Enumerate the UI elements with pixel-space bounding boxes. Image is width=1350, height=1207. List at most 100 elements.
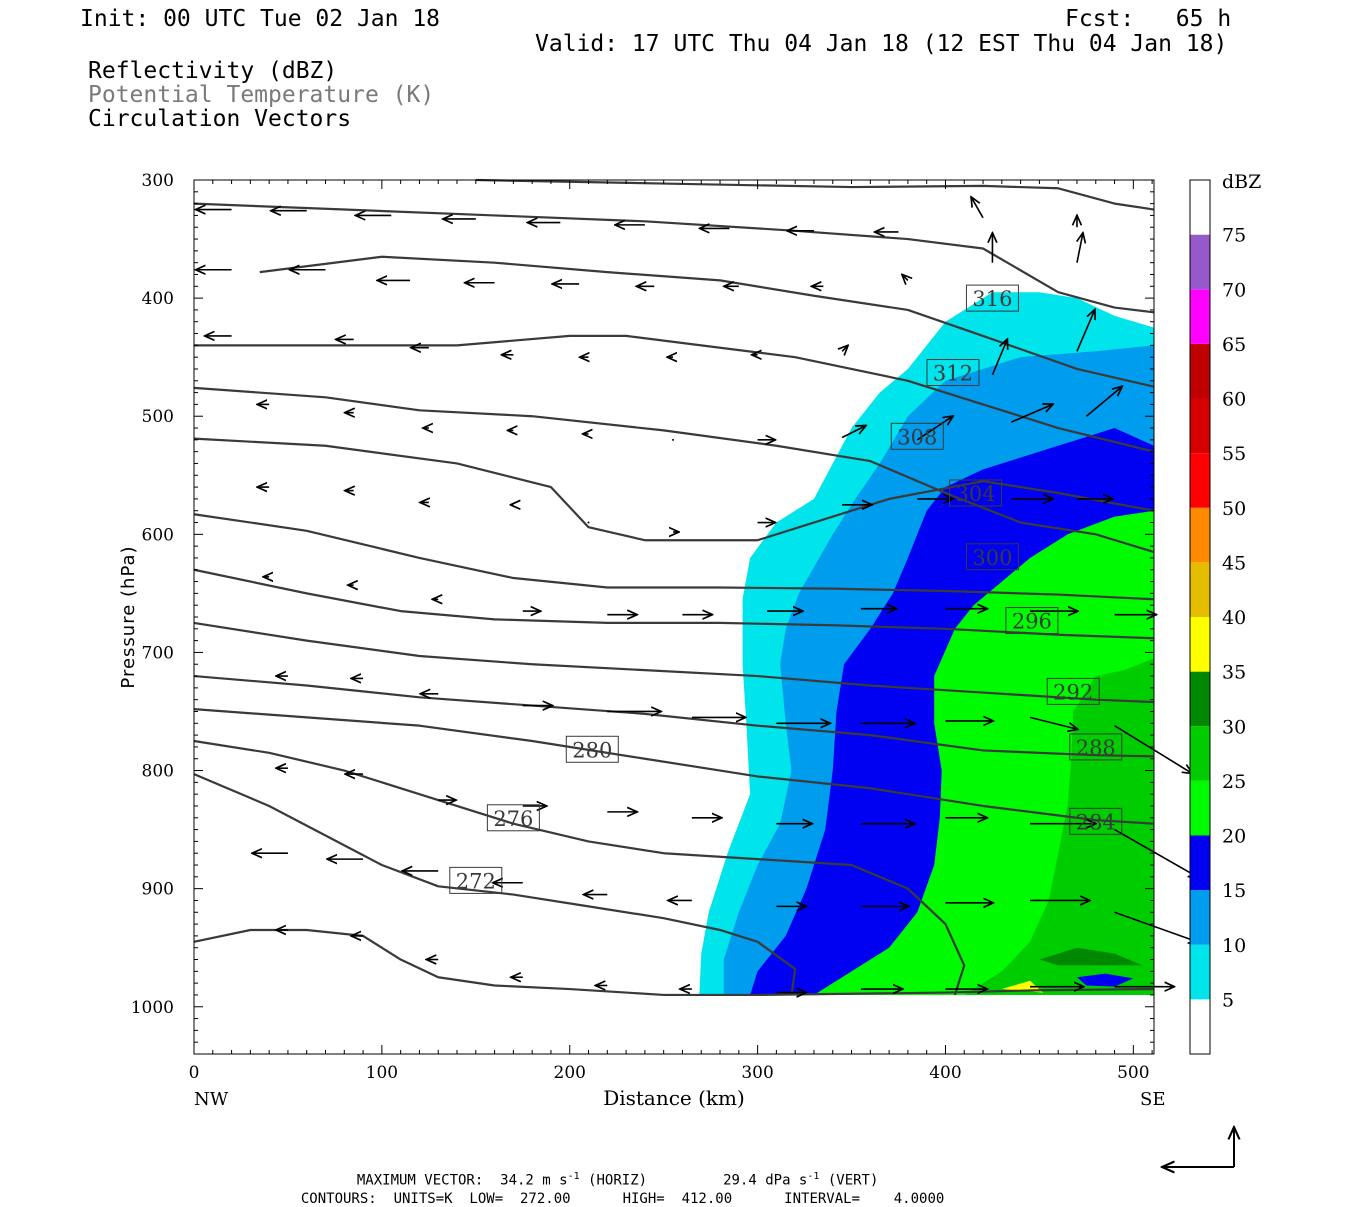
- colorbar-tick-label: 15: [1222, 880, 1246, 902]
- circulation-vector: [1010, 404, 1053, 423]
- theta-label-276: 276: [486, 804, 540, 832]
- theta-contour-labels: 272 276 280 284 288 292 296 300 304 308 312 316: [449, 284, 1123, 894]
- colorbar-swatch: [1190, 562, 1210, 617]
- circulation-vector: [1114, 828, 1199, 878]
- axis-ticks: 300 400 500 600 700 800 900 1000 0 100 200 300 400 50…: [131, 171, 1154, 1083]
- theta-label-text: 284: [1076, 810, 1116, 834]
- circulation-vector: [971, 197, 984, 219]
- colorbar-tick-label: 50: [1222, 498, 1246, 520]
- max-vector-horiz-text: MAXIMUM VECTOR: 34.2 m s: [356, 1172, 568, 1189]
- theta-contour-296: [193, 568, 1155, 640]
- theta-label-text: 276: [493, 807, 533, 831]
- y-axis-label: Pressure (hPa): [118, 545, 139, 688]
- circulation-vector: [902, 274, 908, 280]
- theta-label-text: 300: [972, 546, 1012, 570]
- colorbar-tick-label: 25: [1222, 771, 1246, 793]
- colorbar-tick-label: 10: [1222, 935, 1246, 957]
- colorbar-swatch: [1190, 507, 1210, 563]
- circulation-vector: [1029, 716, 1078, 729]
- circulation-vector: [672, 438, 675, 441]
- colorbar-swatch: [1190, 890, 1210, 945]
- colorbar-frame: [1189, 179, 1211, 1055]
- field-vectors-label: Circulation Vectors: [88, 106, 352, 132]
- contours-high: HIGH= 412.00: [622, 1191, 733, 1207]
- colorbar-tick-label: 55: [1222, 443, 1246, 465]
- circulation-vector: [1077, 233, 1083, 263]
- theta-contour-284: [193, 708, 1155, 825]
- theta-contour-316: [259, 255, 1155, 388]
- theta-label-text: 308: [897, 425, 937, 449]
- x-tick-label: 200: [554, 1063, 586, 1083]
- circulation-vectors: [196, 197, 1199, 993]
- forecast-hour: Fcst: 65 h: [1065, 6, 1232, 32]
- reflectivity-region-25dbz: [964, 658, 1154, 995]
- colorbar-tick-label: 60: [1222, 389, 1246, 411]
- reflectivity-fill: [699, 292, 1154, 995]
- colorbar-tick-label: 5: [1222, 989, 1234, 1011]
- theta-contour-288: [193, 674, 1155, 758]
- colorbar-swatch: [1190, 671, 1210, 727]
- colorbar-swatch: [1190, 289, 1210, 344]
- theta-label-box: [1069, 807, 1123, 835]
- max-vector-vert-text: 29.4 dPa s: [723, 1172, 808, 1189]
- y-tick-label: 1000: [131, 998, 174, 1018]
- theta-contour-unlabeled: [193, 202, 1155, 314]
- circulation-vector: [1076, 309, 1095, 352]
- theta-label-280: 280: [565, 735, 619, 763]
- colorbar-tick-label: 40: [1222, 607, 1246, 629]
- theta-contour-308: [193, 386, 1155, 554]
- colorbar-tick-label: 70: [1222, 279, 1246, 301]
- theta-contour-unlabeled: [475, 178, 1155, 211]
- y-tick-label: 700: [142, 643, 174, 663]
- init-time: Init: 00 UTC Tue 02 Jan 18: [80, 6, 441, 32]
- circulation-vector: [1085, 386, 1122, 417]
- colorbar-swatch: [1190, 944, 1210, 1000]
- theta-label-284: 284: [1069, 807, 1123, 835]
- circulation-vector: [991, 339, 1007, 376]
- reflectivity-region-15dbz: [1076, 973, 1134, 987]
- y-tick-label: 600: [142, 525, 174, 545]
- circulation-vector: [1114, 911, 1199, 942]
- colorbar-swatch: [1190, 453, 1210, 508]
- theta-label-text: 272: [456, 869, 496, 893]
- x-tick-label: 400: [929, 1063, 961, 1083]
- theta-contour-272: [193, 928, 1155, 997]
- theta-label-296: 296: [1005, 607, 1059, 635]
- contours-interval: INTERVAL= 4.0000: [784, 1191, 945, 1207]
- y-tick-label: 900: [142, 880, 174, 900]
- x-endpoint-se: SE: [1140, 1089, 1165, 1110]
- y-tick-label: 300: [142, 171, 174, 191]
- colorbar-tick-label: 75: [1222, 225, 1246, 247]
- theta-label-304: 304: [949, 479, 1003, 507]
- theta-contour-300: [193, 513, 1155, 601]
- dbz-colorbar: 5 10 15 20 25 30 35 40 45 50 55 60 65 70 75: [1189, 179, 1246, 1055]
- colorbar-swatch: [1190, 780, 1210, 836]
- theta-contour-276: [193, 773, 797, 996]
- y-tick-label: 800: [142, 762, 174, 782]
- theta-label-box: [486, 804, 540, 832]
- circulation-vector: [841, 425, 866, 439]
- colorbar-unit-label: dBZ: [1222, 171, 1261, 193]
- theta-label-box: [565, 735, 619, 763]
- colorbar-swatch: [1190, 835, 1210, 891]
- max-vector-horiz-exponent: -1: [567, 1171, 580, 1182]
- footer-max-vector: MAXIMUM VECTOR: 34.2 m s-1 (HORIZ) 29.4 d…: [340, 1158, 879, 1189]
- colorbar-tick-label: 45: [1222, 552, 1246, 574]
- max-vector-vert-suffix: (VERT): [819, 1172, 879, 1189]
- colorbar-swatch: [1190, 617, 1210, 672]
- theta-label-box: [949, 479, 1003, 507]
- theta-label-316: 316: [965, 284, 1019, 312]
- theta-label-text: 280: [572, 738, 612, 762]
- theta-label-box: [965, 284, 1019, 312]
- theta-label-288: 288: [1069, 733, 1123, 761]
- field-theta-label: Potential Temperature (K): [88, 82, 435, 108]
- theta-label-text: 296: [1012, 610, 1052, 634]
- circulation-vector: [916, 416, 953, 441]
- x-axis-label: Distance (km): [603, 1086, 745, 1110]
- colorbar-swatch: [1190, 343, 1210, 399]
- reflectivity-region-30dbz: [1039, 947, 1143, 966]
- x-tick-label: 300: [741, 1063, 773, 1083]
- theta-label-308: 308: [890, 422, 944, 450]
- y-tick-label: 500: [142, 407, 174, 427]
